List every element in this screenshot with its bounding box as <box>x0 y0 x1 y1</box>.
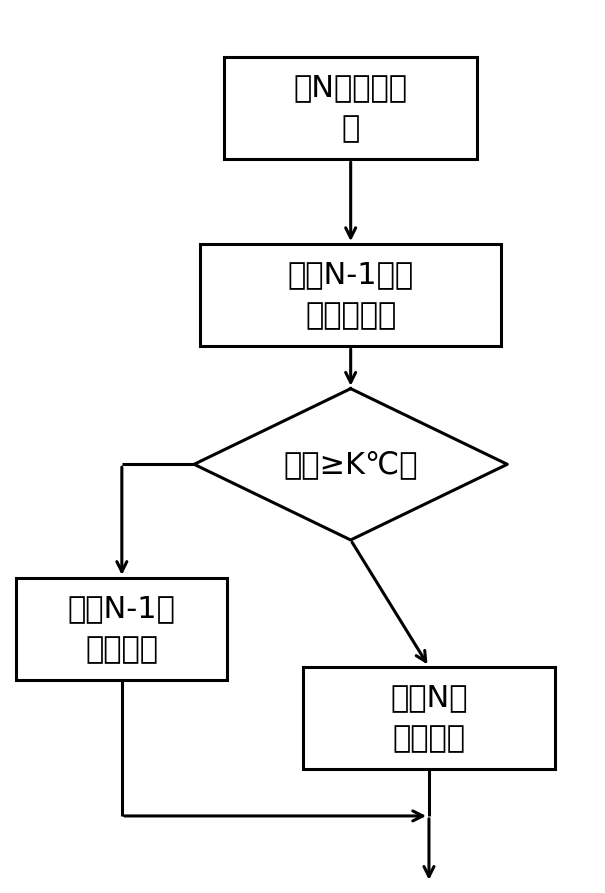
Text: 温差≥K℃？: 温差≥K℃？ <box>283 450 418 479</box>
Text: 第N次顶层油
温: 第N次顶层油 温 <box>293 73 408 143</box>
Text: 与第N-1次顶
层油温之差: 与第N-1次顶 层油温之差 <box>287 261 414 330</box>
Bar <box>224 57 477 160</box>
Text: 取第N-1次
顶层油温: 取第N-1次 顶层油温 <box>68 594 176 663</box>
Bar <box>200 244 501 346</box>
Bar <box>302 667 555 769</box>
Bar <box>16 578 227 680</box>
Text: 取第N次
顶层油温: 取第N次 顶层油温 <box>390 683 468 753</box>
